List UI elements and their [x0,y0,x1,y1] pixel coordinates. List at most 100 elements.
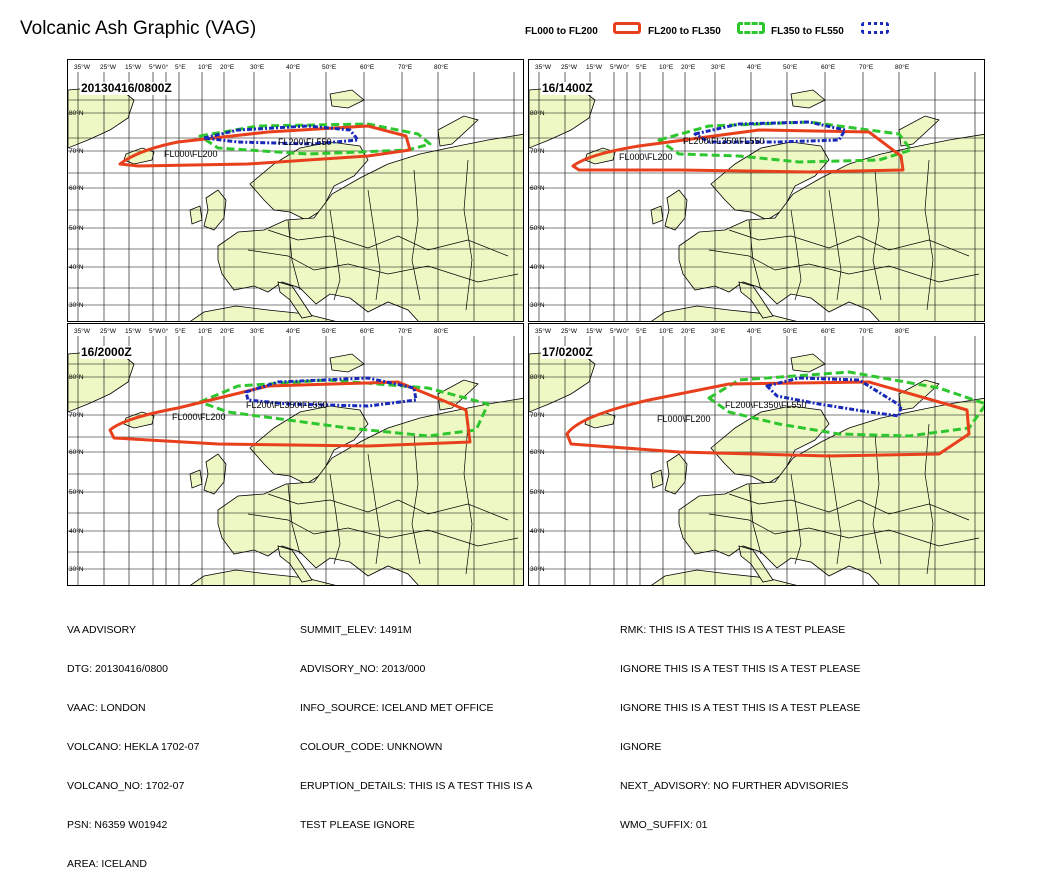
longitude-label: 30°E [711,63,726,71]
ash-plume-fl000-fl200 [108,380,472,448]
info-line: NEXT_ADVISORY: NO FURTHER ADVISORIES [620,780,849,792]
country-border [790,209,802,301]
africa-land [651,305,797,321]
longitude-label: 25°W [100,63,117,71]
legend-swatch-red [613,22,641,34]
ash-plume-fl350-fl550 [765,376,903,418]
longitude-label: 5°W [149,63,162,71]
longitude-label: 80°E [895,63,910,71]
country-border [463,423,473,575]
latitude-label: 40°N [69,263,84,271]
latitude-label: 70°N [69,411,84,419]
info-line: ERUPTION_DETAILS: THIS IS A TEST THIS IS… [300,780,533,792]
legend-label-fl000-fl200: FL000 to FL200 [525,26,598,37]
country-border [329,473,341,565]
latitude-label: 70°N [530,411,545,419]
plume-level-label: FL200\FL350\FL550 [683,136,765,146]
longitude-label: 50°E [783,63,798,71]
ireland-land [650,469,664,489]
latitude-label: 60°N [69,184,84,192]
longitude-label: 40°E [747,63,762,71]
map-graphic: 35°W 25°W 15°W 5°W 0° 5°E 10°E 20°E 30°E 40°E 50°E… [68,327,523,585]
info-line: PSN: N6359 W01942 [67,819,168,831]
latitude-label: 50°N [69,488,84,496]
ash-plume-fl000-fl200 [571,128,905,174]
legend-label-fl200-fl350: FL200 to FL350 [648,26,721,37]
eurasia-land [217,133,523,321]
svalbard-land [329,89,365,109]
ash-plume-fl200-fl350 [198,122,432,156]
longitude-label: 50°E [783,327,798,335]
country-border [267,229,509,257]
longitude-label: 70°E [398,327,413,335]
map-graphic: 35°W 25°W 15°W 5°W 0° 5°E 10°E 20°E 30°E 40°E 50°E… [529,327,984,585]
country-border [463,159,473,311]
info-line: RMK: THIS IS A TEST THIS IS A TEST PLEAS… [620,624,846,636]
ash-plume-fl350-fl550 [244,376,418,408]
ash-plume-fl000-fl200 [565,380,971,458]
advisory-info-col2: SUMMIT_ELEV: 1491M ADVISORY_NO: 2013/000… [300,598,532,845]
eurasia-land [678,397,984,585]
country-borders [708,423,980,575]
latitude-label: 80°N [530,373,545,381]
plume-level-label: FL000\FL200 [172,412,226,422]
legend-swatch-green [737,22,765,34]
longitude-label: 70°E [859,63,874,71]
country-border [748,219,762,291]
panel-time-label: 16/1400Z [541,81,594,95]
longitude-label: 60°E [821,327,836,335]
map-graphic: 35°W 25°W 15°W 5°W 0° 5°E 10°E 20°E 30°E 40°E 50°E… [529,63,984,321]
country-border [267,493,509,521]
longitude-label: 70°E [859,327,874,335]
map-graphic: 35°W 25°W 15°W 5°W 0° 5°E 10°E 20°E 30°E 40°E 50°E… [68,63,523,321]
longitude-label: 80°E [434,327,449,335]
legend-label-fl350-fl550: FL350 to FL550 [771,26,844,37]
land-layer [68,85,523,321]
latitude-label: 30°N [69,301,84,309]
longitude-label: 35°W [74,63,91,71]
longitude-label: 50°E [322,63,337,71]
plume-level-label: FL200\FL350\FL550 [246,400,328,410]
plume-level-label: FL200\FL350\FL550 [725,400,807,410]
longitude-label: 10°E [659,327,674,335]
map-panel-4: 35°W 25°W 15°W 5°W 0° 5°E 10°E 20°E 30°E 40°E 50°E… [528,323,985,586]
longitude-label: 35°W [535,327,552,335]
latitude-label: 60°N [69,448,84,456]
advisory-info-col1: VA ADVISORY DTG: 20130416/0800 VAAC: LON… [67,598,200,884]
latitude-label: 50°N [530,224,545,232]
longitude-label: 10°E [198,63,213,71]
latitude-label: 80°N [69,109,84,117]
longitude-label: 5°E [636,327,647,335]
land-layer [529,349,984,585]
longitude-label: 20°E [220,327,235,335]
country-border [748,483,762,555]
info-line: COLOUR_CODE: UNKNOWN [300,741,443,753]
panel-time-label: 20130416/0800Z [80,81,173,95]
latitude-label: 50°N [69,224,84,232]
italy-land [738,545,774,583]
africa-land [190,305,336,321]
latitude-label: 60°N [530,448,545,456]
longitude-label: 40°E [286,327,301,335]
info-line: AREA: ICELAND [67,858,147,870]
page-title: Volcanic Ash Graphic (VAG) [20,18,257,39]
longitude-label: 30°E [250,327,265,335]
longitude-label: 10°E [198,327,213,335]
ireland-land [650,205,664,225]
plume-level-label: FL000\FL200 [619,152,673,162]
info-line: VA ADVISORY [67,624,137,636]
latitude-label: 30°N [530,565,545,573]
plume-level-label: FL200\FL550 [278,137,332,147]
latitude-label: 40°N [69,527,84,535]
panel-time-label: 16/2000Z [80,345,133,359]
info-line: VOLCANO_NO: 1702-07 [67,780,185,792]
country-border [411,433,421,565]
country-border [411,169,421,301]
latitude-label: 80°N [69,373,84,381]
legend-swatch-blue [861,22,889,34]
svalbard-land [790,89,826,109]
latitude-label: 80°N [530,109,545,117]
land-layer [529,85,984,321]
info-line: DTG: 20130416/0800 [67,663,168,675]
longitude-label: 60°E [821,63,836,71]
